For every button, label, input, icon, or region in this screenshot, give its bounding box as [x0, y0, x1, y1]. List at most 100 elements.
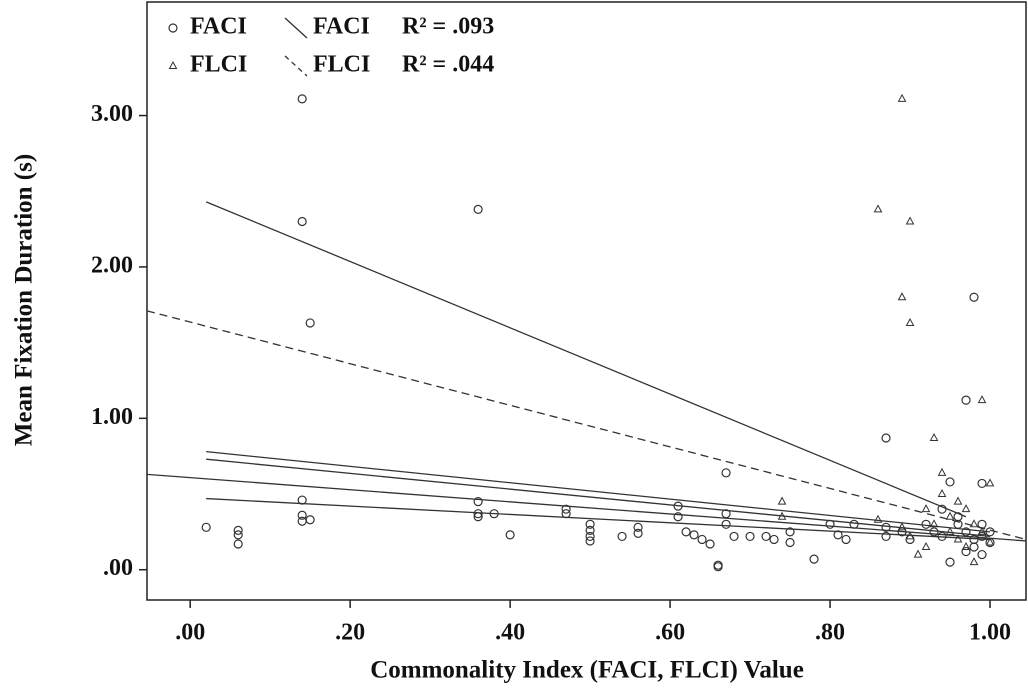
point — [985, 478, 995, 487]
legend-r2: R² = .093 — [402, 14, 494, 40]
point — [897, 93, 907, 102]
point — [633, 528, 643, 538]
point — [945, 526, 955, 535]
point — [505, 530, 515, 540]
x-tick-label: .00 — [175, 620, 205, 646]
point — [937, 467, 947, 476]
point — [921, 504, 931, 513]
point — [985, 537, 995, 546]
point — [961, 395, 971, 405]
point — [921, 541, 931, 551]
point — [689, 530, 699, 540]
point — [673, 512, 683, 522]
point — [809, 554, 819, 564]
point — [473, 512, 483, 522]
point — [969, 292, 979, 302]
point — [761, 531, 771, 542]
point — [897, 292, 907, 301]
x-tick-label: .20 — [335, 620, 365, 646]
point — [561, 509, 571, 519]
point — [697, 534, 707, 545]
point — [913, 549, 923, 558]
point — [713, 562, 723, 572]
point — [673, 501, 683, 511]
point — [729, 531, 739, 542]
legend-line — [284, 55, 308, 77]
point — [305, 515, 315, 525]
point — [585, 525, 595, 535]
point — [561, 504, 571, 514]
point — [721, 468, 731, 478]
point — [977, 531, 987, 542]
point — [721, 509, 731, 519]
point — [745, 531, 755, 542]
point — [841, 534, 851, 545]
fit-line — [205, 201, 967, 518]
point — [489, 509, 499, 519]
point — [977, 478, 987, 489]
legend-label: FLCI — [313, 52, 370, 78]
point — [873, 514, 883, 523]
point — [233, 530, 243, 540]
x-tick-label: .80 — [815, 620, 845, 646]
y-tick-label: 3.00 — [91, 101, 133, 127]
point — [905, 531, 915, 540]
point — [897, 522, 907, 531]
point — [233, 539, 243, 549]
point — [929, 527, 939, 537]
point — [825, 519, 835, 529]
y-tick-label: .00 — [103, 555, 133, 581]
point — [937, 504, 947, 514]
point — [961, 546, 971, 557]
point — [985, 527, 995, 537]
point — [953, 496, 963, 505]
point — [297, 510, 307, 520]
point — [721, 519, 731, 529]
point — [961, 527, 971, 537]
point — [233, 525, 243, 535]
point — [929, 432, 939, 442]
y-axis-label: Mean Fixation Duration (s) — [11, 154, 38, 446]
point — [873, 204, 883, 213]
point — [473, 204, 483, 215]
point — [769, 534, 779, 545]
point — [945, 557, 955, 567]
x-tick-label: 1.00 — [969, 620, 1011, 646]
point — [617, 531, 627, 542]
x-tick-label: .60 — [655, 620, 685, 646]
point — [305, 318, 315, 328]
point — [297, 216, 307, 227]
point — [585, 519, 595, 529]
point — [929, 519, 939, 528]
point — [937, 531, 947, 542]
point — [945, 477, 955, 487]
point — [945, 511, 955, 520]
point — [969, 519, 979, 528]
point — [705, 539, 715, 549]
point — [897, 527, 907, 537]
legend-label: FLCI — [190, 52, 247, 78]
legend-r2: R² = .044 — [402, 52, 494, 78]
point — [585, 536, 595, 546]
point — [953, 534, 963, 543]
x-axis-label: Commonality Index (FACI, FLCI) Value — [370, 657, 804, 684]
point — [969, 542, 979, 552]
point — [201, 522, 211, 532]
point — [833, 530, 843, 540]
point — [777, 496, 787, 505]
point — [473, 509, 483, 519]
point — [849, 519, 859, 529]
point — [953, 512, 963, 522]
plot-frame — [146, 1, 1027, 601]
legend-marker — [168, 60, 178, 69]
point — [785, 527, 795, 537]
point — [921, 519, 931, 529]
point — [633, 522, 643, 532]
point — [961, 504, 971, 513]
fit-line — [206, 497, 991, 541]
fit-line — [146, 310, 1027, 541]
x-tick-label: .40 — [495, 620, 525, 646]
point — [881, 522, 891, 532]
fit-line — [206, 450, 991, 533]
